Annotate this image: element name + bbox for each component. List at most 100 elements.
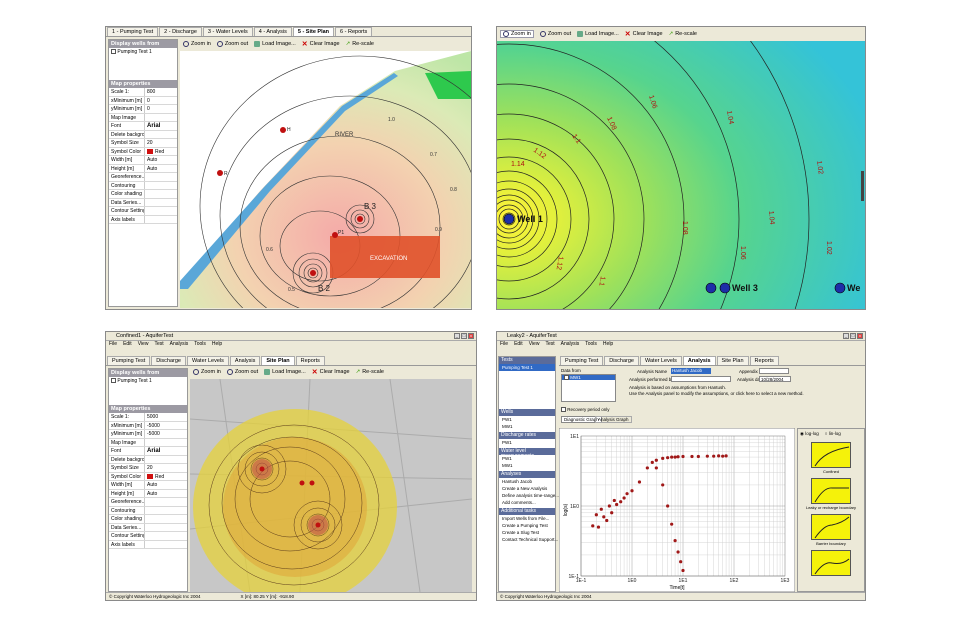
- menu-file[interactable]: File: [500, 341, 509, 347]
- minimize-button[interactable]: _: [843, 333, 849, 339]
- tab-4-analysis[interactable]: 4 - Analysis: [253, 27, 292, 36]
- vertical-scrollbar[interactable]: [861, 171, 864, 201]
- property-row[interactable]: Map Image: [109, 113, 177, 122]
- maximize-button[interactable]: □: [850, 333, 856, 339]
- property-row[interactable]: Data Series...: [109, 198, 177, 207]
- diagnostic-thumbnail[interactable]: [811, 550, 851, 576]
- property-value[interactable]: [145, 456, 187, 464]
- rescale-button[interactable]: ↗ Re-scale: [346, 41, 374, 47]
- analysis-name-field[interactable]: Hantush Jacob: [671, 368, 711, 374]
- well-marker-r[interactable]: [217, 170, 223, 176]
- property-value[interactable]: Auto: [147, 165, 158, 172]
- tab-5-site-plan[interactable]: 5 - Site Plan: [292, 27, 335, 36]
- contour-map[interactable]: 1.14 1.12 1.1 1.08 1.06 1.04 1.02 1.08 1…: [497, 41, 865, 309]
- property-row[interactable]: yMinimum [m] 0: [109, 105, 177, 114]
- well-marker[interactable]: [259, 466, 265, 472]
- diagnostic-thumbnail[interactable]: [811, 442, 851, 468]
- checkbox[interactable]: [111, 49, 116, 55]
- property-row[interactable]: yMinimum [m] -5000: [109, 430, 187, 439]
- property-row[interactable]: Symbol Color Red: [109, 147, 177, 156]
- property-row[interactable]: Axis labels: [109, 540, 187, 549]
- property-row[interactable]: Contour Settings...: [109, 207, 177, 216]
- minimize-button[interactable]: _: [454, 333, 460, 339]
- property-value[interactable]: 20: [147, 140, 153, 146]
- analysis-task[interactable]: Create a New Analysis: [502, 486, 548, 491]
- property-value[interactable]: 800: [147, 89, 156, 95]
- menu-tools[interactable]: Tools: [194, 341, 206, 347]
- clear-image-button[interactable]: ✕ Clear Image: [302, 40, 340, 48]
- tab-analysis[interactable]: Analysis: [682, 356, 716, 365]
- property-row[interactable]: Color shading: [109, 190, 177, 199]
- property-row[interactable]: xMinimum [m] 0: [109, 96, 177, 105]
- property-value[interactable]: [145, 182, 177, 190]
- tab-diagnostic-graph[interactable]: Diagnostic Graph: [561, 416, 602, 423]
- well-2-marker[interactable]: [705, 282, 717, 294]
- property-value[interactable]: [145, 507, 187, 515]
- property-value[interactable]: Red: [155, 148, 165, 155]
- aerial-contour-map[interactable]: [190, 379, 472, 592]
- discharge-item[interactable]: PW1: [502, 440, 512, 445]
- property-value[interactable]: Arial: [147, 123, 161, 129]
- site-plan-map[interactable]: EXCAVATION RIVER B 2 B 3 H R P1 0.5 0.6 …: [180, 51, 471, 308]
- menu-analysis[interactable]: Analysis: [560, 341, 580, 347]
- property-value[interactable]: Auto: [147, 482, 158, 488]
- appendix-field[interactable]: [759, 368, 789, 374]
- property-row[interactable]: Width [m] Auto: [109, 481, 187, 490]
- tab-water-levels[interactable]: Water Levels: [187, 356, 229, 365]
- property-row[interactable]: Contour Settings...: [109, 532, 187, 541]
- clear-image-button[interactable]: ✕ Clear Image: [312, 368, 350, 376]
- property-value[interactable]: 0: [147, 97, 150, 104]
- well-marker-h[interactable]: [280, 127, 286, 133]
- property-value[interactable]: [145, 216, 177, 224]
- well-1-marker[interactable]: [503, 213, 515, 225]
- property-row[interactable]: Scale 1: 800: [109, 88, 177, 97]
- well-marker[interactable]: [309, 480, 315, 486]
- zoom-in-button[interactable]: Zoom in: [183, 41, 211, 47]
- zoom-in-button[interactable]: Zoom in: [193, 369, 221, 375]
- menu-file[interactable]: File: [109, 341, 118, 347]
- analysis-task[interactable]: Add comments...: [502, 500, 536, 505]
- well-marker-p1[interactable]: [332, 232, 338, 238]
- tab-water-levels[interactable]: Water Levels: [640, 356, 682, 365]
- recovery-checkbox[interactable]: Recovery period only: [561, 407, 610, 413]
- log-log-option[interactable]: ◉ log-log: [800, 431, 819, 437]
- close-button[interactable]: x: [468, 333, 474, 339]
- property-row[interactable]: Data Series...: [109, 523, 187, 532]
- clear-image-button[interactable]: ✕ Clear Image: [625, 30, 663, 38]
- property-row[interactable]: Delete background: [109, 130, 177, 139]
- maximize-button[interactable]: □: [461, 333, 467, 339]
- water-level-item[interactable]: PW1: [502, 456, 512, 461]
- property-row[interactable]: Color shading: [109, 515, 187, 524]
- task-item[interactable]: Create a Pumping Test: [502, 523, 548, 528]
- rescale-button[interactable]: ↗ Re-scale: [669, 31, 697, 37]
- property-row[interactable]: Font Arial: [109, 122, 177, 131]
- property-value[interactable]: -5000: [147, 422, 160, 429]
- menu-analysis[interactable]: Analysis: [169, 341, 189, 347]
- property-row[interactable]: Map Image: [109, 438, 187, 447]
- menu-view[interactable]: View: [137, 341, 149, 347]
- load-image-button[interactable]: Load Image...: [254, 41, 296, 47]
- load-image-button[interactable]: Load Image...: [264, 369, 306, 375]
- property-value[interactable]: [145, 199, 177, 207]
- well-markers[interactable]: [259, 466, 321, 528]
- zoom-in-button[interactable]: Zoom in: [500, 30, 534, 38]
- property-row[interactable]: Delete background: [109, 455, 187, 464]
- property-value[interactable]: [145, 524, 187, 532]
- property-value-wrap[interactable]: Red: [145, 148, 177, 156]
- property-value[interactable]: Auto: [147, 157, 158, 163]
- property-value[interactable]: [145, 190, 177, 198]
- water-level-item[interactable]: MW1: [502, 463, 513, 468]
- tab-analysis-graph[interactable]: Analysis Graph: [595, 416, 632, 423]
- data-item[interactable]: MW1: [562, 375, 615, 381]
- property-row[interactable]: Width [m] Auto: [109, 156, 177, 165]
- property-row[interactable]: Contouring: [109, 181, 177, 190]
- checkbox[interactable]: [564, 375, 569, 381]
- well-markers[interactable]: Well 1 Well 3 We: [503, 213, 860, 294]
- lin-log-option[interactable]: ○ lin-log: [825, 431, 841, 437]
- property-value[interactable]: Red: [155, 473, 165, 480]
- well-marker-b2[interactable]: [310, 270, 316, 276]
- property-value[interactable]: [145, 439, 187, 447]
- analysis-item[interactable]: Hantush Jacob: [502, 479, 533, 484]
- property-row[interactable]: Height [m] Auto: [109, 164, 177, 173]
- tab-3-water-levels[interactable]: 3 - Water Levels: [202, 27, 253, 36]
